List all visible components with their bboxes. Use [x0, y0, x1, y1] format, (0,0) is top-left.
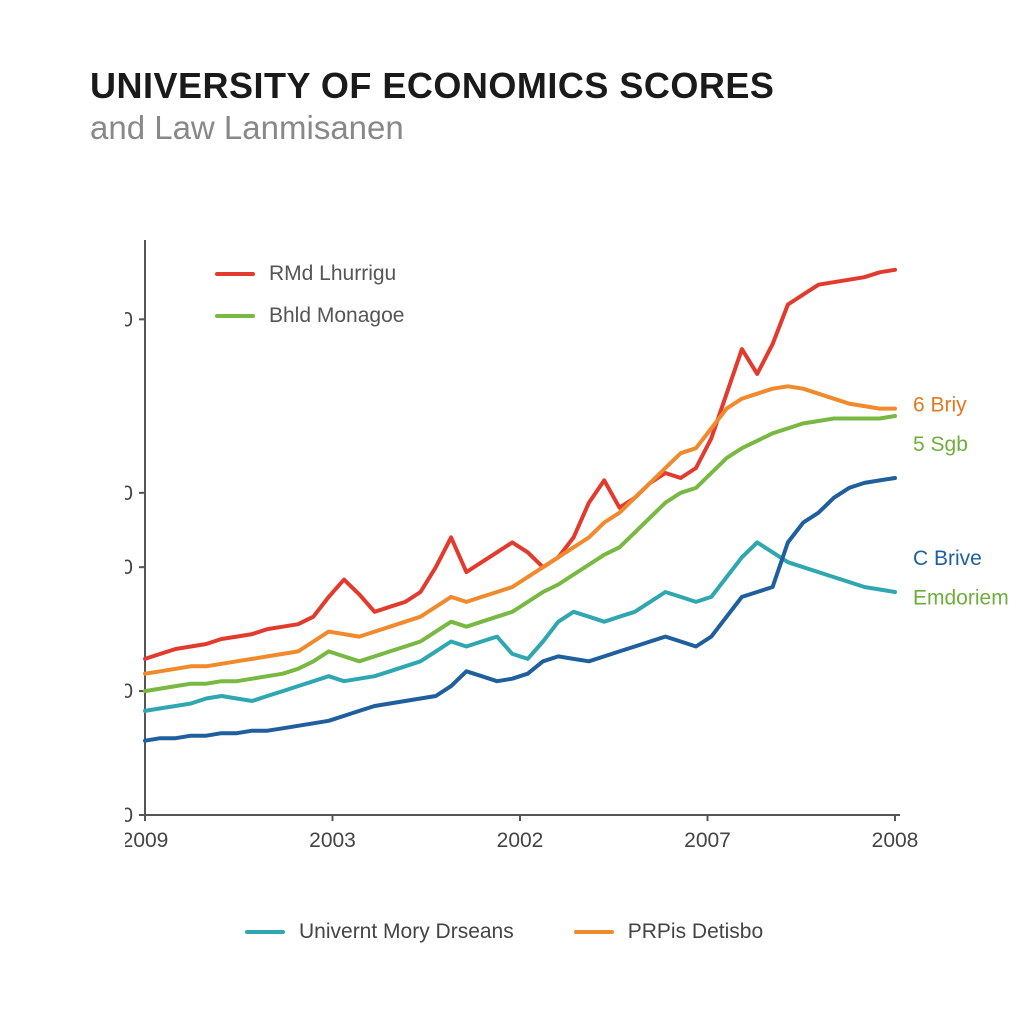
- legend-label: RMd Lhurrigu: [269, 262, 396, 286]
- y-tick-label: 50: [125, 680, 133, 703]
- title-block: UNIVERSITY OF ECONOMICS SCORES and Law L…: [90, 65, 774, 147]
- legend-bottom: Univernt Mory Drseans PRPis Detisbo: [245, 920, 763, 944]
- title-line1: UNIVERSITY OF ECONOMICS SCORES: [90, 65, 774, 107]
- x-tick-label: 2003: [309, 829, 356, 852]
- legend-top: RMd Lhurrigu Bhld Monagoe: [215, 262, 404, 346]
- y-tick-label: 200: [125, 308, 133, 331]
- legend-swatch: [574, 930, 614, 934]
- legend-swatch: [215, 272, 255, 276]
- legend-label: PRPis Detisbo: [628, 920, 763, 944]
- x-tick-label: 2007: [684, 829, 731, 852]
- y-tick-label: 130: [125, 482, 133, 505]
- legend-item: PRPis Detisbo: [574, 920, 763, 944]
- legend-label: Univernt Mory Drseans: [299, 920, 514, 944]
- series-teal: [145, 542, 895, 711]
- y-tick-label: 0: [125, 804, 133, 827]
- legend-swatch: [215, 314, 255, 318]
- x-tick-label: 2008: [872, 829, 919, 852]
- title-line2: and Law Lanmisanen: [90, 109, 774, 147]
- legend-item: RMd Lhurrigu: [215, 262, 404, 286]
- end-label-orange: 6 Briy: [913, 394, 967, 417]
- x-tick-label: 2009: [125, 829, 168, 852]
- end-label-blue: C Brive: [913, 547, 982, 570]
- legend-item: Univernt Mory Drseans: [245, 920, 514, 944]
- x-tick-label: 2002: [497, 829, 544, 852]
- end-label-green: 5 Sgb: [913, 433, 968, 456]
- end-label-green2: Emdoriem: [913, 586, 1009, 609]
- end-label-red: 2 blries: [913, 235, 981, 237]
- chart-container: UNIVERSITY OF ECONOMICS SCORES and Law L…: [0, 0, 1024, 1024]
- legend-label: Bhld Monagoe: [269, 304, 404, 328]
- legend-swatch: [245, 930, 285, 934]
- legend-item: Bhld Monagoe: [215, 304, 404, 328]
- y-tick-label: 100: [125, 556, 133, 579]
